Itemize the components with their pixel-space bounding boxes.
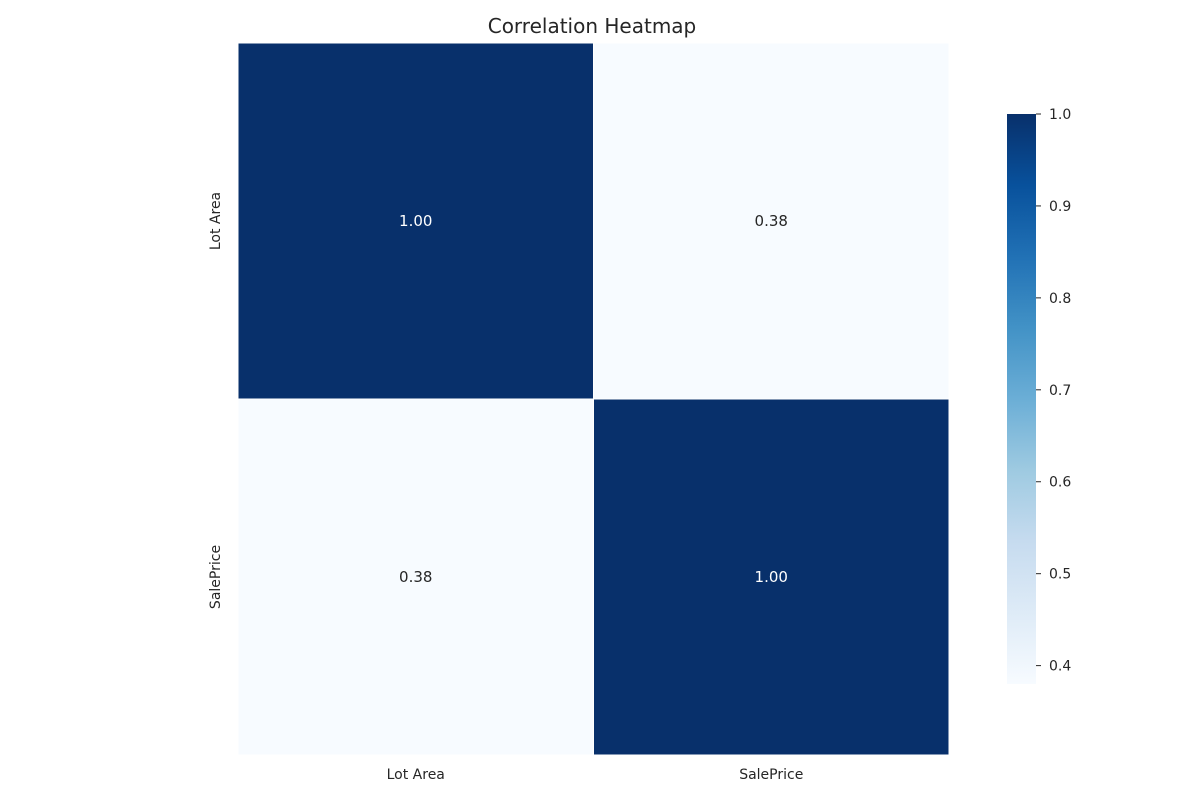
chart-title: Correlation Heatmap [488,14,697,38]
colorbar-tick-label: 0.8 [1049,291,1071,307]
heatmap-cells: 1.00 0.38 0.38 1.00 [237,42,950,756]
y-tick-label: Lot Area [208,192,224,250]
x-axis-ticks: Lot Area SalePrice [387,767,804,783]
colorbar-tick-label: 1.0 [1049,107,1071,123]
colorbar-tick-label: 0.6 [1049,475,1071,491]
heatmap-cell-label: 0.38 [399,568,432,586]
heatmap-cell-label: 1.00 [755,568,788,586]
colorbar-tick-label: 0.4 [1049,659,1071,675]
y-axis-ticks: Lot Area SalePrice [208,192,224,609]
heatmap-cell-label: 0.38 [755,212,788,230]
heatmap-cell [237,42,594,400]
colorbar-gradient [1007,114,1036,684]
x-tick-label: SalePrice [739,767,803,783]
heatmap-cell [593,398,950,756]
colorbar-tick-label: 0.7 [1049,383,1071,399]
heatmap-cell-label: 1.00 [399,212,432,230]
colorbar-tick-label: 0.9 [1049,199,1071,215]
y-tick-label: SalePrice [208,545,224,609]
x-tick-label: Lot Area [387,767,445,783]
colorbar: 0.4 0.5 0.6 0.7 0.8 0.9 1.0 [1007,107,1071,684]
colorbar-tick-label: 0.5 [1049,567,1071,583]
heatmap-cell [593,42,950,400]
heatmap-cell [237,398,594,756]
